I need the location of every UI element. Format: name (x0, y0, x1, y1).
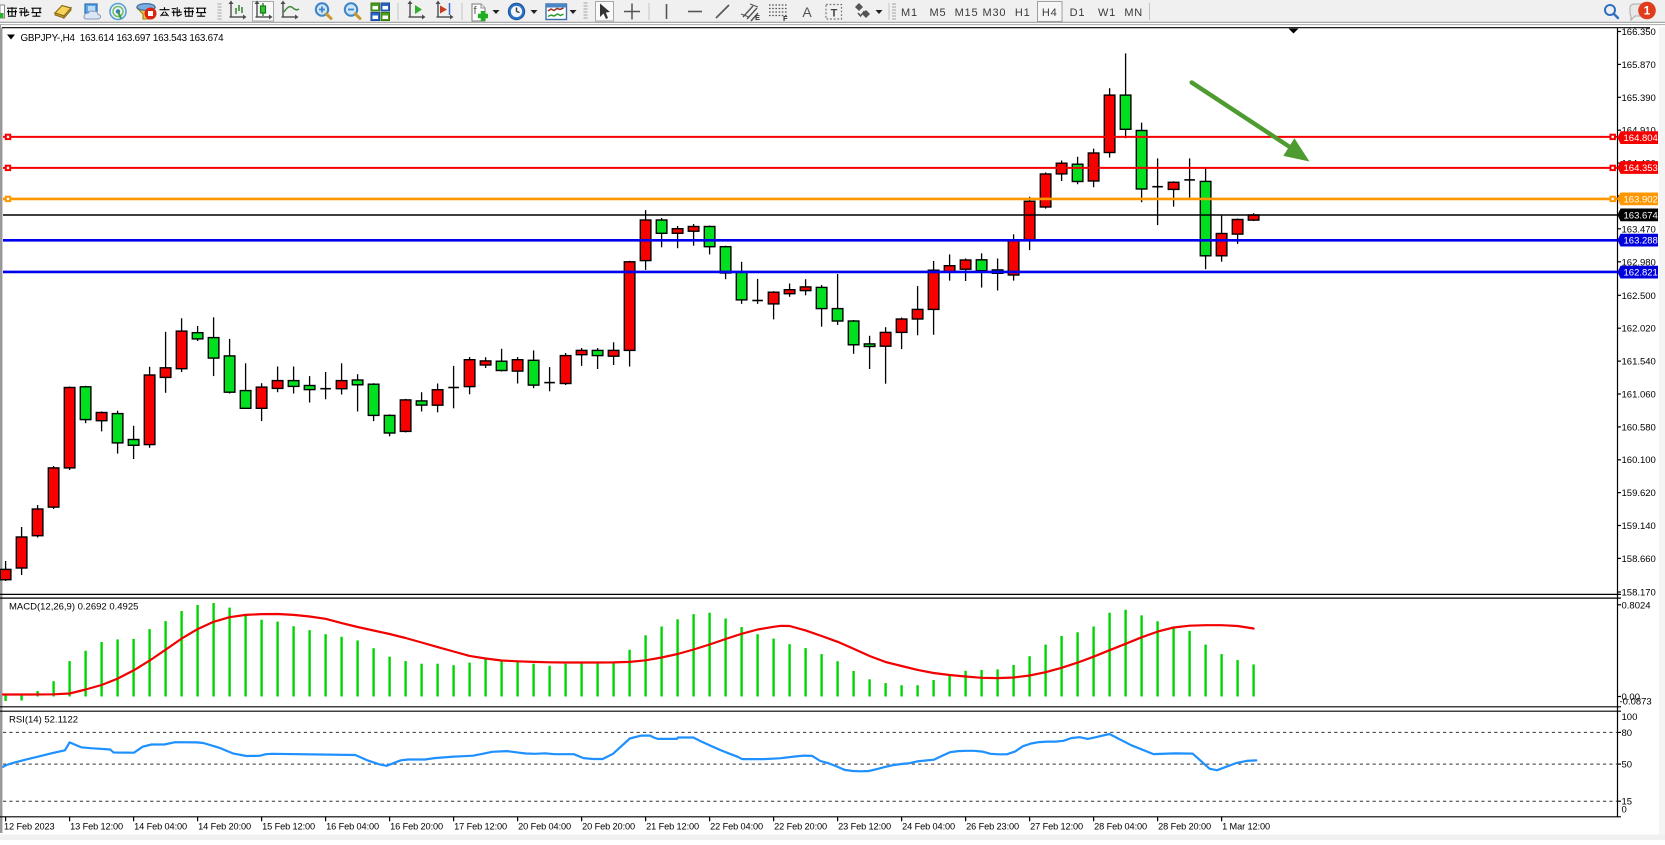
svg-text:160.100: 160.100 (1622, 455, 1656, 466)
svg-text:17 Feb 12:00: 17 Feb 12:00 (454, 821, 507, 831)
svg-text:22 Feb 04:00: 22 Feb 04:00 (710, 821, 763, 831)
svg-text:15: 15 (1622, 797, 1633, 808)
svg-text:15 Feb 12:00: 15 Feb 12:00 (262, 821, 315, 831)
svg-text:28 Feb 04:00: 28 Feb 04:00 (1094, 821, 1147, 831)
svg-text:162.500: 162.500 (1622, 291, 1656, 302)
svg-text:0: 0 (1622, 805, 1627, 816)
svg-text:F: F (783, 14, 788, 23)
svg-text:M15: M15 (955, 7, 979, 19)
svg-text:20 Feb 20:00: 20 Feb 20:00 (582, 821, 635, 831)
svg-text:163.288: 163.288 (1624, 236, 1658, 247)
svg-text:D1: D1 (1070, 7, 1086, 19)
svg-text:22 Feb 20:00: 22 Feb 20:00 (774, 821, 827, 831)
svg-text:161.060: 161.060 (1622, 390, 1656, 401)
svg-text:M1: M1 (901, 7, 918, 19)
svg-text:160.580: 160.580 (1622, 422, 1656, 433)
svg-text:24 Feb 04:00: 24 Feb 04:00 (902, 821, 955, 831)
svg-text:163.902: 163.902 (1624, 195, 1658, 206)
svg-text:159.140: 159.140 (1622, 521, 1656, 532)
svg-text:f: f (474, 5, 478, 17)
svg-text:163.470: 163.470 (1622, 224, 1656, 235)
svg-text:W1: W1 (1098, 7, 1116, 19)
svg-text:E: E (755, 13, 760, 22)
svg-text:14 Feb 20:00: 14 Feb 20:00 (198, 821, 251, 831)
svg-text:50: 50 (1622, 760, 1633, 771)
svg-text:164.804: 164.804 (1624, 133, 1658, 144)
svg-text:21 Feb 12:00: 21 Feb 12:00 (646, 821, 699, 831)
svg-text:80: 80 (1622, 728, 1633, 739)
svg-text:165.390: 165.390 (1622, 93, 1656, 104)
svg-text:100: 100 (1622, 712, 1638, 723)
svg-text:158.170: 158.170 (1622, 588, 1656, 599)
svg-text:MACD(12,26,9) 0.2692 0.4925: MACD(12,26,9) 0.2692 0.4925 (9, 602, 138, 613)
svg-text:MN: MN (1124, 7, 1143, 19)
svg-text:A: A (802, 4, 812, 20)
svg-text:26 Feb 23:00: 26 Feb 23:00 (966, 821, 1019, 831)
svg-text:14 Feb 04:00: 14 Feb 04:00 (134, 821, 187, 831)
svg-text:13 Feb 12:00: 13 Feb 12:00 (70, 821, 123, 831)
svg-text:163.674: 163.674 (1624, 211, 1658, 222)
svg-text:162.020: 162.020 (1622, 324, 1656, 335)
svg-text:162.821: 162.821 (1624, 268, 1658, 279)
svg-text:158.660: 158.660 (1622, 554, 1656, 565)
svg-text:162.980: 162.980 (1622, 257, 1656, 268)
svg-text:RSI(14) 52.1122: RSI(14) 52.1122 (9, 715, 78, 726)
svg-text:M5: M5 (930, 7, 947, 19)
svg-text:-0.0873: -0.0873 (1620, 697, 1652, 708)
svg-text:H1: H1 (1015, 7, 1031, 19)
svg-text:166.350: 166.350 (1622, 27, 1656, 38)
svg-text:161.540: 161.540 (1622, 357, 1656, 368)
svg-text:165.870: 165.870 (1622, 60, 1656, 71)
svg-text:16 Feb 04:00: 16 Feb 04:00 (326, 821, 379, 831)
svg-text:27 Feb 12:00: 27 Feb 12:00 (1030, 821, 1083, 831)
svg-text:20 Feb 04:00: 20 Feb 04:00 (518, 821, 571, 831)
svg-text:GBPJPY-,H4 163.614 163.697 16: GBPJPY-,H4 163.614 163.697 163.543 163.6… (21, 33, 225, 44)
svg-text:0.8024: 0.8024 (1622, 600, 1651, 611)
svg-text:164.353: 164.353 (1624, 163, 1658, 174)
svg-text:23 Feb 12:00: 23 Feb 12:00 (838, 821, 891, 831)
svg-text:16 Feb 20:00: 16 Feb 20:00 (390, 821, 443, 831)
svg-text:28 Feb 20:00: 28 Feb 20:00 (1158, 821, 1211, 831)
svg-text:1 Mar 12:00: 1 Mar 12:00 (1222, 821, 1270, 831)
svg-text:M30: M30 (982, 7, 1006, 19)
svg-text:1: 1 (1644, 4, 1651, 18)
svg-text:159.620: 159.620 (1622, 488, 1656, 499)
svg-text:0.00: 0.00 (1622, 692, 1641, 703)
svg-text:H4: H4 (1042, 7, 1058, 19)
svg-text:T: T (831, 8, 838, 20)
svg-text:12 Feb 2023: 12 Feb 2023 (4, 821, 55, 831)
